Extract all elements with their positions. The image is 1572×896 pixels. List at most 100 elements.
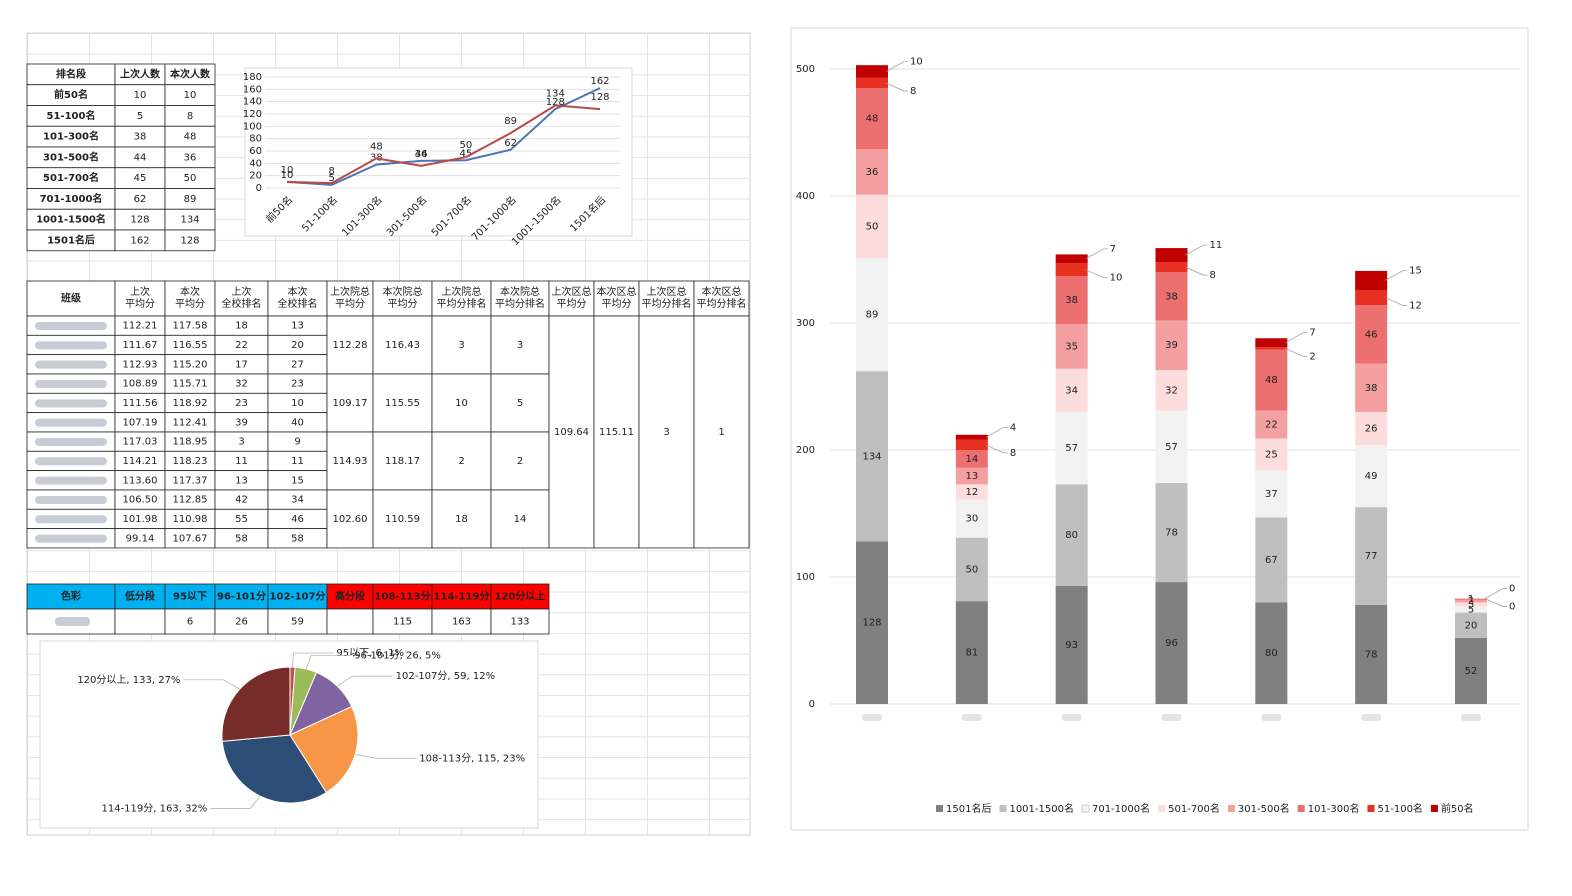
bar-segment: [1455, 637, 1487, 704]
cell-text: 128: [180, 235, 199, 246]
bar-segment: [1355, 289, 1388, 306]
data-label: 134: [546, 88, 565, 99]
cell-text: 102.60: [333, 514, 368, 525]
data-label: 89: [866, 310, 879, 321]
data-label: 57: [1065, 443, 1078, 454]
blurred-name: [35, 341, 107, 350]
bar-segment: [1055, 263, 1088, 277]
cell-text: 116.43: [385, 340, 420, 351]
line-chart-frame: [244, 67, 633, 237]
blurred-category: [1261, 714, 1282, 721]
data-label: 4: [1010, 422, 1016, 433]
bar-segment: [1355, 270, 1388, 290]
cell-text: 118.17: [385, 456, 420, 467]
table-cell: [593, 315, 640, 549]
cell-text: 59: [291, 617, 304, 628]
table-cell: [431, 280, 492, 317]
bar-segment: [1255, 517, 1288, 603]
bar-segment: [955, 601, 988, 704]
y-tick-label: 400: [796, 191, 815, 202]
bar-segment: [1055, 411, 1088, 485]
data-label: 38: [1165, 291, 1178, 302]
table-cell: [372, 489, 433, 549]
bar-segment: [955, 434, 988, 440]
cell-text: 42: [235, 495, 248, 506]
cell-text: 112.28: [333, 340, 368, 351]
data-label: 95以下, 6, 1%: [336, 648, 404, 659]
cell-text: 3: [458, 340, 464, 351]
cell-text: 40: [291, 417, 304, 428]
cell-text: 2: [517, 456, 523, 467]
legend-swatch: [1227, 805, 1235, 812]
cell-text: 115.55: [385, 398, 420, 409]
cell-text: 301-500名: [43, 150, 99, 163]
data-label: 57: [1165, 442, 1178, 453]
cell-text: 108-113分: [375, 590, 431, 603]
cell-text: 133: [510, 617, 529, 628]
cell-text: 112.21: [123, 321, 158, 332]
data-label: 108-113分, 115, 23%: [419, 752, 525, 764]
cell-text: 701-1000名: [40, 192, 103, 205]
bar-segment: [1055, 254, 1088, 264]
cell-text: 平均分: [388, 298, 418, 310]
bar-segment: [1455, 612, 1487, 638]
data-label: 36: [415, 149, 428, 160]
data-label: 2: [1309, 351, 1315, 362]
leader-line: [292, 652, 334, 668]
data-label: 32: [1165, 385, 1178, 396]
data-label: 49: [1365, 471, 1378, 482]
data-label: 0: [1509, 602, 1515, 613]
cell-text: 18: [235, 321, 248, 332]
cell-text: 58: [291, 533, 304, 544]
blurred-name: [35, 379, 107, 388]
data-label: 8: [910, 86, 916, 97]
blurred-category: [862, 714, 882, 721]
cell-text: 上次人数: [120, 67, 161, 80]
cell-text: 38: [134, 132, 147, 143]
data-label: 128: [862, 618, 881, 629]
legend-swatch: [936, 805, 943, 812]
data-label: 102-107分, 59, 12%: [396, 670, 495, 682]
data-label: 30: [965, 514, 978, 525]
cell-text: 118.95: [173, 437, 208, 448]
cell-text: 全校排名: [222, 297, 262, 310]
cell-text: 14: [514, 514, 527, 525]
data-label: 96-101分, 26, 5%: [354, 649, 441, 661]
data-label: 114-119分, 163, 32%: [101, 803, 207, 815]
y-tick-label: 100: [796, 572, 815, 583]
bar-segment: [1155, 582, 1188, 704]
legend-swatch: [1367, 805, 1375, 812]
cell-text: 上次院总: [442, 285, 482, 298]
bar-segment: [1155, 320, 1188, 370]
cell-text: 13: [291, 321, 304, 332]
table-cell: [490, 608, 550, 635]
leader-line: [885, 82, 908, 92]
bar-segment: [1255, 410, 1288, 439]
cell-text: 平均分: [335, 298, 365, 310]
cell-text: 本次区总: [702, 285, 742, 298]
data-label: 50: [965, 564, 978, 575]
cell-text: 108.89: [123, 379, 158, 390]
cell-text: 3: [238, 437, 244, 448]
cell-text: 全校排名: [278, 297, 318, 310]
bar-segment: [1255, 347, 1288, 350]
cell-text: 1: [718, 427, 724, 438]
data-label: 10: [1110, 273, 1123, 284]
table-cell: [431, 489, 492, 549]
cell-text: 高分段: [335, 590, 365, 603]
blurred-name: [35, 399, 107, 408]
data-label: 48: [866, 114, 879, 125]
data-label: 78: [1165, 528, 1178, 539]
cell-text: 本次院总: [383, 285, 423, 298]
cell-text: 1501名后: [47, 233, 95, 246]
leader-line: [210, 795, 261, 809]
cell-text: 115.11: [599, 427, 634, 438]
cell-text: 3: [663, 427, 669, 438]
data-label: 37: [1265, 489, 1278, 500]
bar-segment: [1055, 368, 1088, 412]
table-cell: [326, 373, 374, 433]
data-label: 134: [862, 451, 881, 462]
data-label: 3: [1468, 599, 1474, 610]
table-cell: [26, 583, 116, 610]
table-cell: [326, 583, 374, 610]
